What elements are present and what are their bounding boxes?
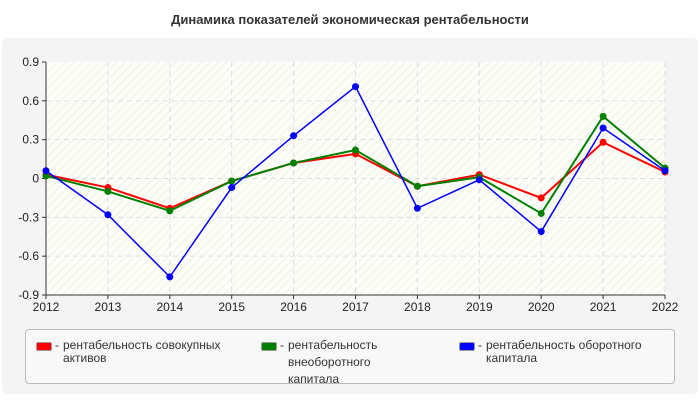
data-point xyxy=(290,132,298,140)
y-tick-label: -0.9 xyxy=(18,288,39,302)
x-tick-label: 2017 xyxy=(342,300,369,314)
legend-swatch-red xyxy=(36,342,52,351)
chart-title: Динамика показателей экономическая рента… xyxy=(171,12,529,27)
data-point xyxy=(228,177,236,185)
x-tick-label: 2016 xyxy=(280,300,307,314)
x-tick-label: 2022 xyxy=(652,300,679,314)
legend-item-assets: - рентабельность совокупных активов xyxy=(36,339,251,365)
data-point xyxy=(413,204,421,212)
y-tick-label: -0.6 xyxy=(18,249,39,263)
legend-label: рентабельность внеоборотного капитала xyxy=(288,338,378,386)
data-point xyxy=(599,138,607,146)
legend-label: рентабельность оборотного капитала xyxy=(486,338,642,365)
data-point xyxy=(413,182,421,190)
data-point xyxy=(661,167,669,175)
data-point xyxy=(104,211,112,219)
data-point xyxy=(166,273,174,281)
legend-item-noncurrent: - рентабельность внеоборотного капитала xyxy=(261,338,436,388)
data-point xyxy=(537,209,545,217)
y-tick-label: 0.3 xyxy=(22,133,39,147)
data-point xyxy=(166,207,174,215)
x-tick-label: 2019 xyxy=(466,300,493,314)
x-tick-label: 2014 xyxy=(156,300,183,314)
x-tick-label: 2012 xyxy=(33,300,60,314)
data-point xyxy=(228,184,236,192)
data-point xyxy=(352,146,359,154)
y-tick-label: 0 xyxy=(32,172,39,186)
x-tick-label: 2018 xyxy=(404,300,431,314)
x-tick-label: 2021 xyxy=(590,300,617,314)
legend: - рентабельность совокупных активов - ре… xyxy=(25,329,675,386)
legend-swatch-green xyxy=(261,342,277,351)
x-tick-label: 2015 xyxy=(218,300,245,314)
data-point xyxy=(537,194,545,202)
data-point xyxy=(599,112,607,120)
y-tick-label: -0.3 xyxy=(18,210,39,224)
data-point xyxy=(352,83,359,91)
y-tick-label: 0.9 xyxy=(22,55,39,69)
legend-swatch-blue xyxy=(459,342,475,351)
data-point xyxy=(104,187,112,195)
data-point xyxy=(537,228,545,236)
data-point xyxy=(475,176,483,184)
data-point xyxy=(290,159,298,167)
data-point xyxy=(42,167,50,175)
y-tick-label: 0.6 xyxy=(22,94,39,108)
legend-item-current: - рентабельность оборотного капитала xyxy=(459,339,669,365)
data-point xyxy=(42,172,50,180)
x-tick-label: 2013 xyxy=(95,300,122,314)
x-tick-label: 2020 xyxy=(528,300,555,314)
legend-label: рентабельность совокупных активов xyxy=(63,338,221,365)
data-point xyxy=(599,124,607,132)
